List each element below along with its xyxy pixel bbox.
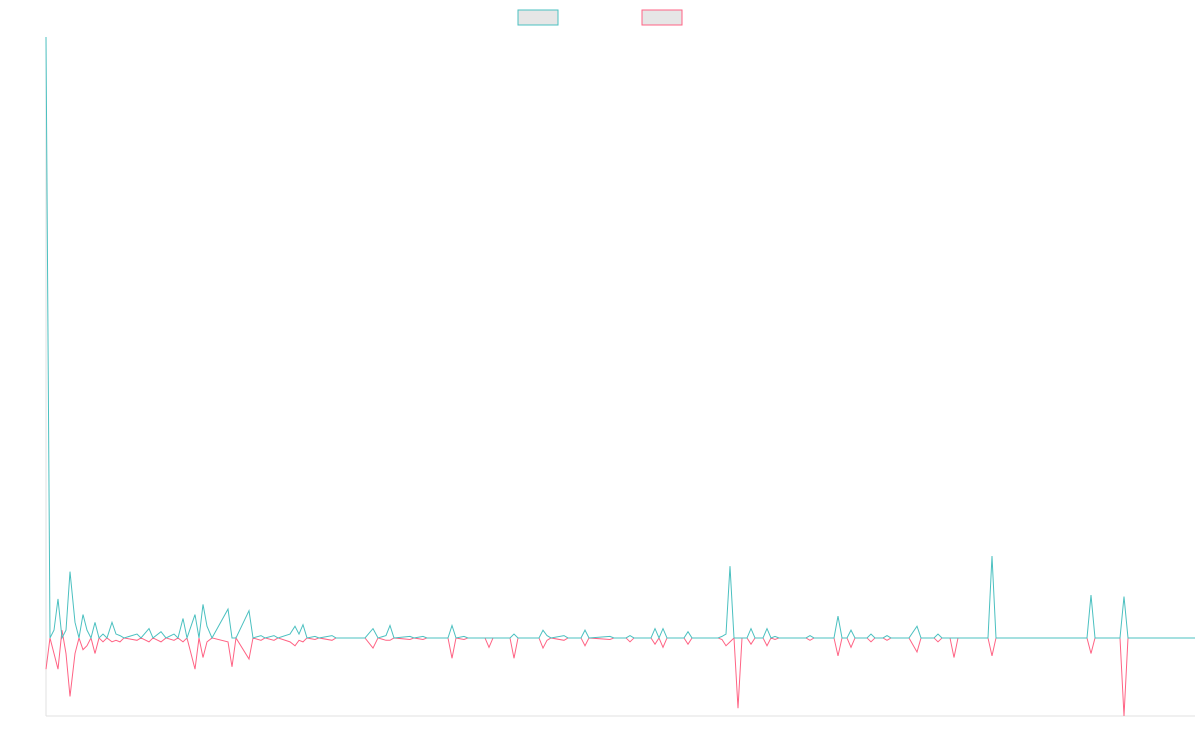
line-series [45,36,1195,640]
legend-swatch[interactable] [517,9,559,26]
line-series [45,630,1195,717]
legend-swatch[interactable] [641,9,683,26]
